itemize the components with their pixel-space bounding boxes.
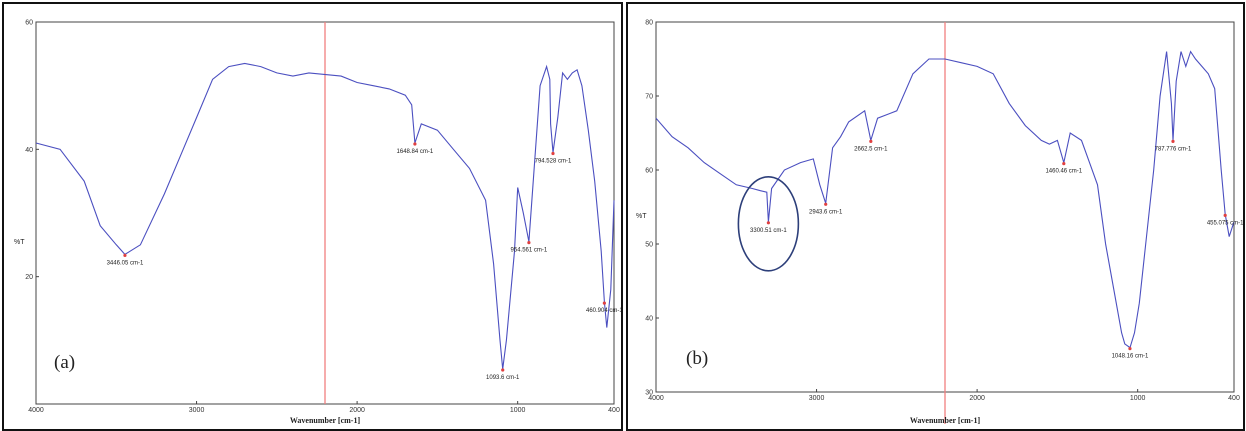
y-tick-label: 70	[645, 94, 653, 101]
peak-label: 460.904 cm-1	[586, 308, 621, 314]
x-tick-label: 3000	[189, 407, 205, 414]
peak-marker	[869, 139, 873, 143]
x-axis-label: Wavenumber [cm-1]	[910, 416, 981, 425]
x-tick-label: 3000	[809, 395, 825, 402]
peak-marker	[501, 368, 505, 372]
peak-marker	[123, 253, 127, 257]
peak-marker	[1171, 139, 1175, 143]
y-axis-label: %T	[14, 239, 25, 246]
ftir-chart-a: 60 40 20 4000 3000 2000 1000 400 3446.05 cm-1 1…	[14, 20, 621, 426]
peak-label: 794.528 cm-1	[535, 159, 572, 165]
peak-marker	[1223, 213, 1227, 217]
highlight-ellipse	[737, 176, 800, 272]
peak-marker	[602, 301, 606, 305]
x-tick-label: 2000	[349, 407, 365, 414]
y-tick-label: 80	[645, 20, 653, 27]
peak-label: 954.561 cm-1	[511, 248, 548, 254]
x-tick-label: 1000	[510, 407, 526, 414]
peak-marker	[824, 202, 828, 206]
x-axis-label: Wavenumber [cm-1]	[290, 416, 361, 425]
peak-marker	[766, 221, 770, 225]
peak-label: 3446.05 cm-1	[107, 260, 144, 266]
peak-label: 3300.51 cm-1	[750, 228, 787, 234]
y-tick-label: 60	[645, 168, 653, 175]
spectrum-line	[35, 62, 615, 370]
y-tick-label: 40	[645, 316, 653, 323]
y-tick-label: 40	[25, 147, 33, 154]
y-tick-label: 30	[645, 390, 653, 397]
peak-label: 2662.5 cm-1	[854, 146, 888, 152]
panel-label: (b)	[686, 348, 708, 369]
peak-label: 787.776 cm-1	[1155, 146, 1192, 152]
peak-label: 1460.46 cm-1	[1045, 169, 1082, 175]
x-tick-label: 4000	[648, 395, 664, 402]
peak-label: 1048.16 cm-1	[1112, 354, 1149, 360]
peak-label: 455.075 cm-1	[1207, 220, 1243, 226]
peak-marker	[1062, 162, 1066, 166]
peak-marker	[1128, 347, 1132, 351]
peak-label: 2943.6 cm-1	[809, 209, 843, 215]
y-tick-label: 60	[25, 20, 33, 27]
y-tick-label: 20	[25, 274, 33, 281]
y-axis-label: %T	[636, 213, 647, 220]
x-tick-label: 4000	[28, 407, 44, 414]
x-tick-label: 400	[1228, 395, 1240, 402]
peak-marker	[413, 142, 417, 146]
x-tick-label: 2000	[969, 395, 985, 402]
peak-marker	[527, 241, 531, 245]
ftir-chart-b: 80 70 60 50 40 30 4000 3000 2000 1000 400 3300.51…	[636, 20, 1243, 426]
x-tick-label: 400	[608, 407, 620, 414]
panel-label: (a)	[54, 352, 75, 373]
peak-marker	[551, 151, 555, 156]
peak-label: 1648.84 cm-1	[397, 149, 434, 155]
peak-label: 1093.6 cm-1	[486, 375, 520, 381]
spectrum-panel-a: 60 40 20 4000 3000 2000 1000 400 3446.05 cm-1 1…	[2, 2, 623, 431]
y-tick-label: 50	[645, 242, 653, 249]
spectrum-panel-b: 80 70 60 50 40 30 4000 3000 2000 1000 400 3300.51…	[626, 2, 1245, 431]
x-tick-label: 1000	[1130, 395, 1146, 402]
